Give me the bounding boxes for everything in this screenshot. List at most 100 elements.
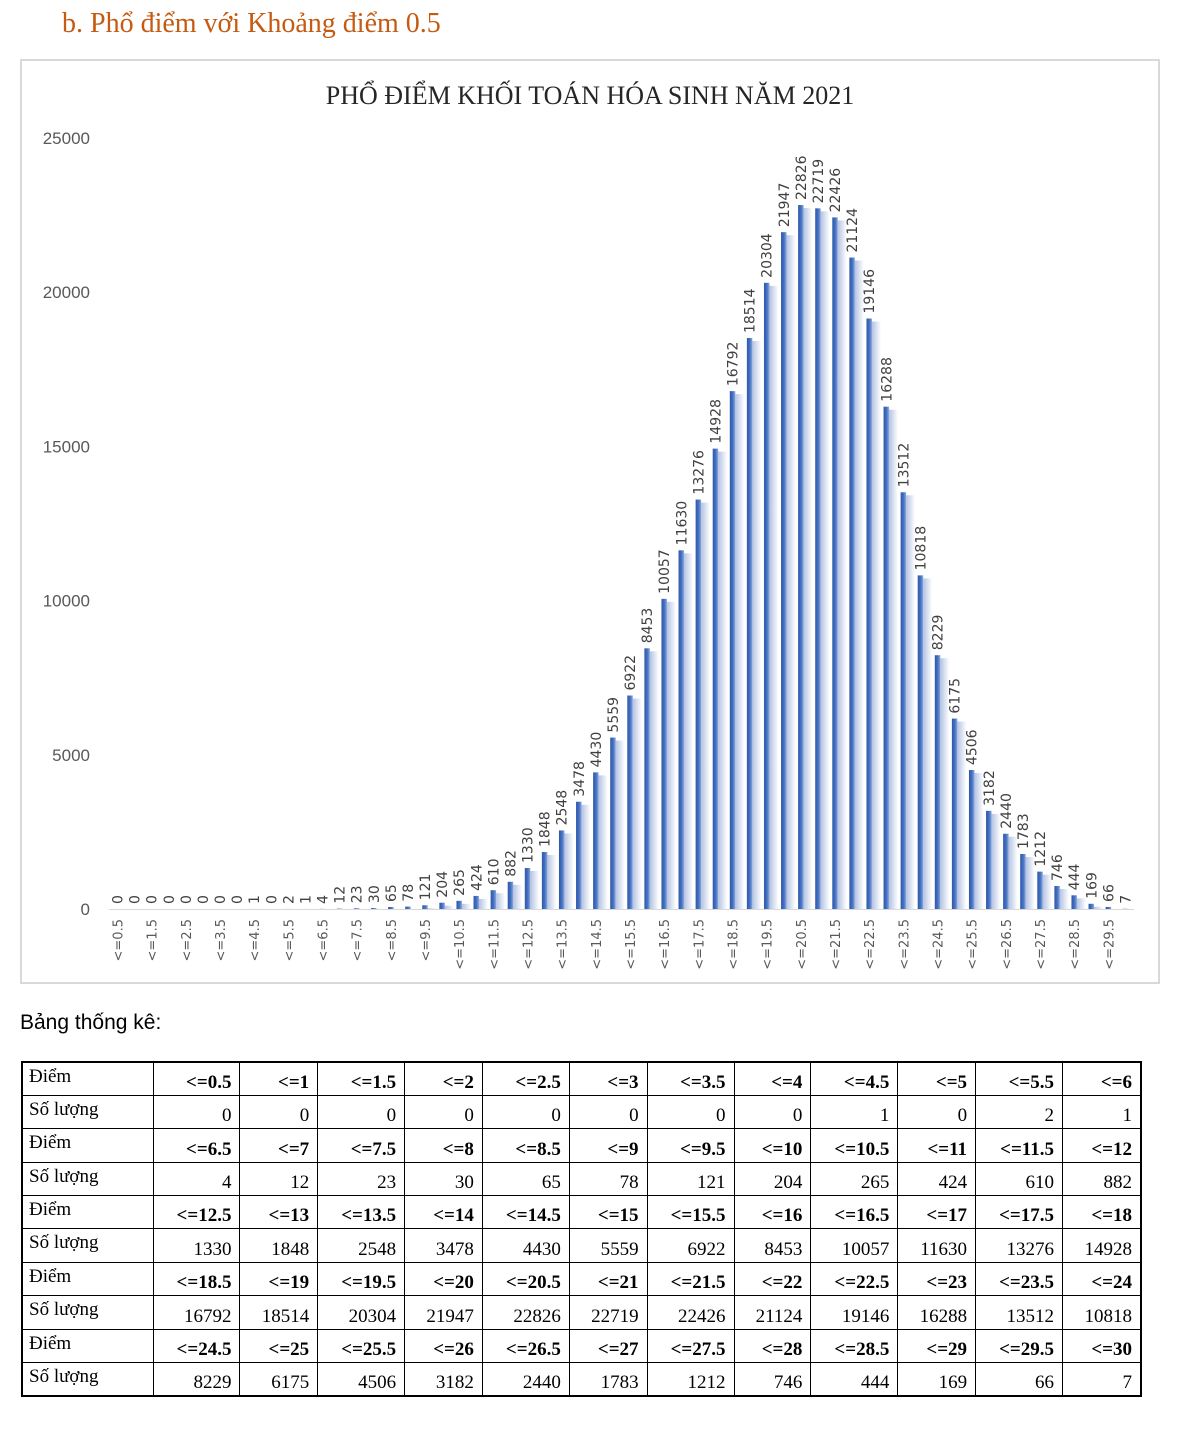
- y-tick-label: 25000: [43, 129, 90, 148]
- data-label: 2440: [999, 793, 1015, 829]
- bar: [490, 890, 497, 909]
- score-cell: <=20.5: [481, 1261, 570, 1297]
- bar-shadow: [1008, 836, 1018, 909]
- row-header-score: Điểm: [21, 1195, 154, 1230]
- stats-table-label: Bảng thống kê:: [20, 1011, 162, 1034]
- count-cell: 4: [152, 1161, 241, 1197]
- count-cell: 121: [646, 1161, 735, 1197]
- bar: [1071, 895, 1077, 909]
- bar-shadow: [854, 260, 864, 909]
- data-label: 424: [469, 864, 485, 891]
- x-tick-label: <=6.5: [317, 919, 332, 961]
- score-cell: <=7.5: [317, 1128, 406, 1163]
- count-cell: 13512: [975, 1295, 1064, 1330]
- x-tick-label: <=18.5: [727, 919, 742, 970]
- score-cell: <=12.5: [152, 1195, 241, 1230]
- x-tick-label: <=21.5: [829, 919, 844, 970]
- count-cell: 0: [897, 1094, 977, 1130]
- score-cell: <=13.5: [317, 1195, 406, 1230]
- data-label: 12: [333, 886, 349, 904]
- data-label: 13512: [896, 443, 912, 488]
- bar: [695, 499, 702, 909]
- bar: [866, 318, 872, 909]
- count-cell: 14928: [1062, 1228, 1142, 1263]
- data-label: 0: [128, 895, 144, 904]
- bar-shadow: [974, 773, 984, 909]
- data-label: 4: [316, 895, 332, 904]
- data-label: 8453: [640, 608, 656, 644]
- count-cell: 12: [239, 1161, 319, 1197]
- bar-shadow: [701, 502, 711, 909]
- bar: [627, 695, 633, 909]
- count-cell: 204: [733, 1161, 812, 1197]
- score-cell: <=17: [897, 1195, 977, 1230]
- score-cell: <=14: [404, 1195, 483, 1230]
- chart-title: PHỔ ĐIỂM KHỐI TOÁN HÓA SINH NĂM 2021: [326, 81, 854, 110]
- bar: [917, 575, 924, 909]
- count-cell: 3478: [404, 1228, 483, 1263]
- bar: [610, 737, 616, 909]
- data-label: 8229: [931, 615, 947, 651]
- x-tick-label: <=28.5: [1068, 919, 1083, 970]
- data-label: 19146: [862, 269, 878, 314]
- x-tick-label: <=8.5: [385, 919, 400, 961]
- score-cell: <=4: [733, 1061, 812, 1096]
- score-cell: <=16: [733, 1195, 812, 1230]
- bar-shadow: [820, 211, 830, 909]
- data-label: 10057: [657, 549, 673, 594]
- count-cell: 22426: [646, 1295, 735, 1330]
- bar-shadow: [1094, 906, 1104, 909]
- score-cell: <=21.5: [646, 1261, 735, 1297]
- bar-shadow: [632, 698, 642, 909]
- bar-shadow: [547, 855, 557, 909]
- table-row-count: Số lượng 1330 1848 2548 3478 4430 5559 6922 8453…: [21, 1228, 1142, 1263]
- row-header-score: Điểm: [21, 1061, 154, 1096]
- count-cell: 19146: [810, 1295, 899, 1330]
- score-cell: <=22.5: [810, 1261, 899, 1297]
- data-label: 16288: [879, 357, 895, 402]
- score-cell: <=1.5: [317, 1061, 406, 1096]
- count-cell: 20304: [317, 1295, 406, 1330]
- bar: [883, 406, 890, 909]
- count-cell: 8453: [733, 1228, 812, 1263]
- score-cell: <=27: [568, 1328, 648, 1364]
- score-cell: <=23: [897, 1261, 977, 1297]
- x-tick-label: <=11.5: [487, 919, 502, 970]
- score-cell: <=28: [733, 1328, 812, 1364]
- row-header-count: Số lượng: [21, 1161, 154, 1197]
- bar: [934, 655, 941, 909]
- data-label: 78: [401, 884, 417, 902]
- count-cell: 2: [975, 1094, 1064, 1130]
- score-cell: <=22: [733, 1261, 812, 1297]
- bar-shadow: [598, 775, 608, 909]
- bar: [1054, 885, 1060, 909]
- score-cell: <=5: [897, 1061, 977, 1096]
- bar-shadow: [803, 208, 813, 910]
- score-cell: <=26: [404, 1328, 483, 1364]
- count-cell: 0: [646, 1094, 735, 1130]
- bar: [798, 205, 804, 910]
- data-label: 1330: [521, 827, 537, 863]
- x-tick-label: <=7.5: [351, 919, 366, 961]
- stats-table: Điểm <=0.5 <=1 <=1.5 <=2 <=2.5 <=3 <=3.5 <=4 <=4.…: [21, 1061, 1142, 1397]
- score-cell: <=3: [568, 1061, 648, 1096]
- data-label: 18514: [743, 288, 759, 333]
- bar: [558, 830, 565, 909]
- y-tick-label: 15000: [43, 437, 90, 456]
- count-cell: 21947: [404, 1295, 483, 1330]
- count-cell: 10057: [810, 1228, 899, 1263]
- x-tick-label: <=3.5: [214, 919, 229, 961]
- data-label: 6175: [948, 678, 964, 714]
- bar-shadow: [684, 553, 694, 909]
- x-tick-label: <=1.5: [146, 919, 161, 961]
- count-cell: 4506: [317, 1362, 406, 1397]
- bar-shadow: [957, 721, 967, 909]
- table-row-score: Điểm <=18.5 <=19 <=19.5 <=20 <=20.5 <=21 <=21.5…: [21, 1261, 1142, 1297]
- count-cell: 1: [810, 1094, 899, 1130]
- data-label: 22426: [828, 168, 844, 213]
- bar-shadow: [1059, 888, 1069, 909]
- count-cell: 746: [733, 1362, 812, 1397]
- data-label: 7: [1118, 895, 1134, 904]
- score-cell: <=17.5: [975, 1195, 1064, 1230]
- bar-shadow: [513, 884, 523, 909]
